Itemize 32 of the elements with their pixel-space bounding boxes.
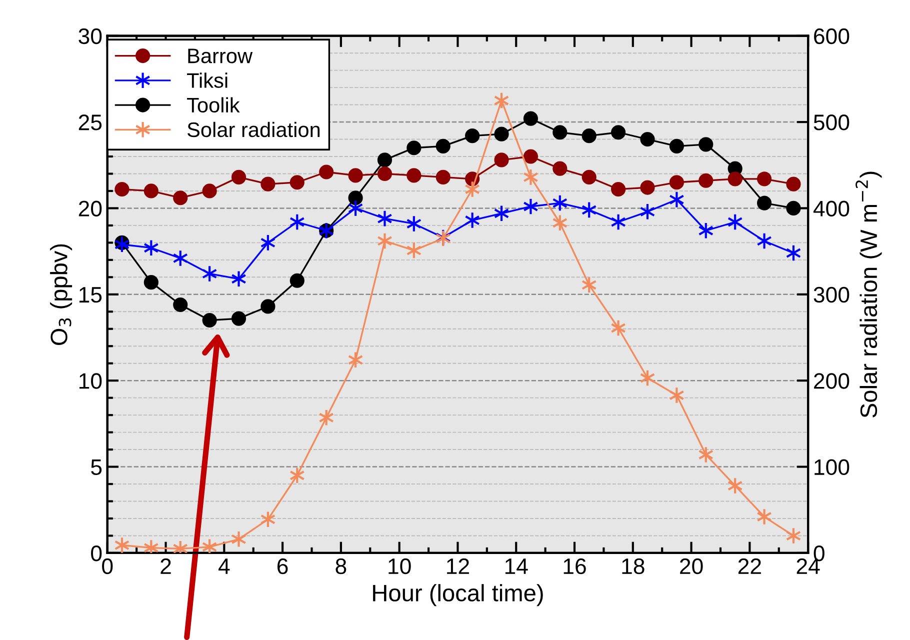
- legend-label: Toolik: [187, 97, 240, 113]
- y-tick-label: 15: [80, 287, 102, 303]
- y2-axis-title: Solar radiation (W m$^{−2}$): [856, 172, 882, 418]
- y-tick-label: 5: [91, 460, 102, 476]
- x-tick-label: 4: [218, 558, 230, 574]
- y2-tick-label: 100: [814, 459, 850, 476]
- y2-tick-label: 500: [814, 114, 850, 130]
- x-tick-label: 18: [622, 558, 644, 574]
- legend-label: Barrow: [188, 48, 253, 64]
- x-tick-label: 2: [160, 558, 171, 574]
- y-tick-label: 30: [78, 28, 102, 44]
- x-tick-label: 0: [102, 558, 113, 574]
- y2-tick-label: 200: [814, 373, 850, 389]
- y2-tick-label: 600: [814, 28, 850, 44]
- y-axis-title: O$_{3}$ (ppbv): [50, 244, 72, 345]
- x-axis-title: Hour (local time): [373, 584, 543, 606]
- x-tick-label: 10: [388, 558, 411, 574]
- y-tick-label: 0: [91, 545, 102, 562]
- x-tick-label: 6: [278, 558, 288, 574]
- x-tick-label: 14: [505, 558, 528, 574]
- y-tick-label: 20: [78, 200, 102, 216]
- y-tick-label: 10: [80, 373, 102, 389]
- y2-tick-label: 400: [813, 200, 850, 216]
- x-tick-label: 16: [564, 558, 586, 574]
- y2-tick-label: 300: [814, 286, 850, 303]
- legend-label: Solar radiation: [187, 122, 320, 138]
- x-tick-label: 20: [680, 558, 703, 574]
- y-tick-label: 25: [78, 114, 102, 130]
- legend-label: Tiksi: [187, 72, 228, 88]
- x-tick-label: 8: [336, 558, 346, 574]
- x-tick-label: 12: [447, 558, 469, 574]
- x-tick-label: 22: [738, 558, 761, 574]
